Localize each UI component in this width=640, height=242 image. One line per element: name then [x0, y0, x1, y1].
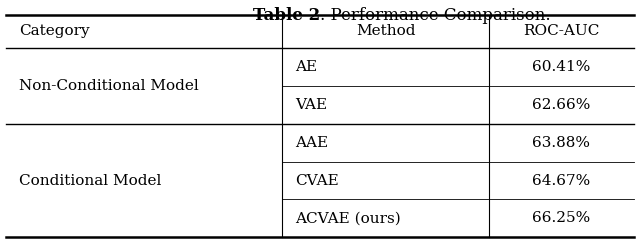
Text: 60.41%: 60.41%	[532, 60, 591, 74]
Text: ACVAE (ours): ACVAE (ours)	[295, 211, 401, 225]
Text: Table 2: Table 2	[253, 7, 320, 24]
Text: 66.25%: 66.25%	[532, 211, 591, 225]
Text: 64.67%: 64.67%	[532, 174, 591, 188]
Text: VAE: VAE	[295, 98, 327, 112]
Text: AAE: AAE	[295, 136, 328, 150]
Text: . Performance Comparison.: . Performance Comparison.	[320, 7, 550, 24]
Text: Category: Category	[19, 24, 90, 38]
Text: Conditional Model: Conditional Model	[19, 174, 161, 188]
Text: Non-Conditional Model: Non-Conditional Model	[19, 79, 199, 93]
Text: 62.66%: 62.66%	[532, 98, 591, 112]
Text: 63.88%: 63.88%	[532, 136, 591, 150]
Text: CVAE: CVAE	[295, 174, 339, 188]
Text: AE: AE	[295, 60, 317, 74]
Text: ROC-AUC: ROC-AUC	[524, 24, 600, 38]
Text: Method: Method	[356, 24, 415, 38]
